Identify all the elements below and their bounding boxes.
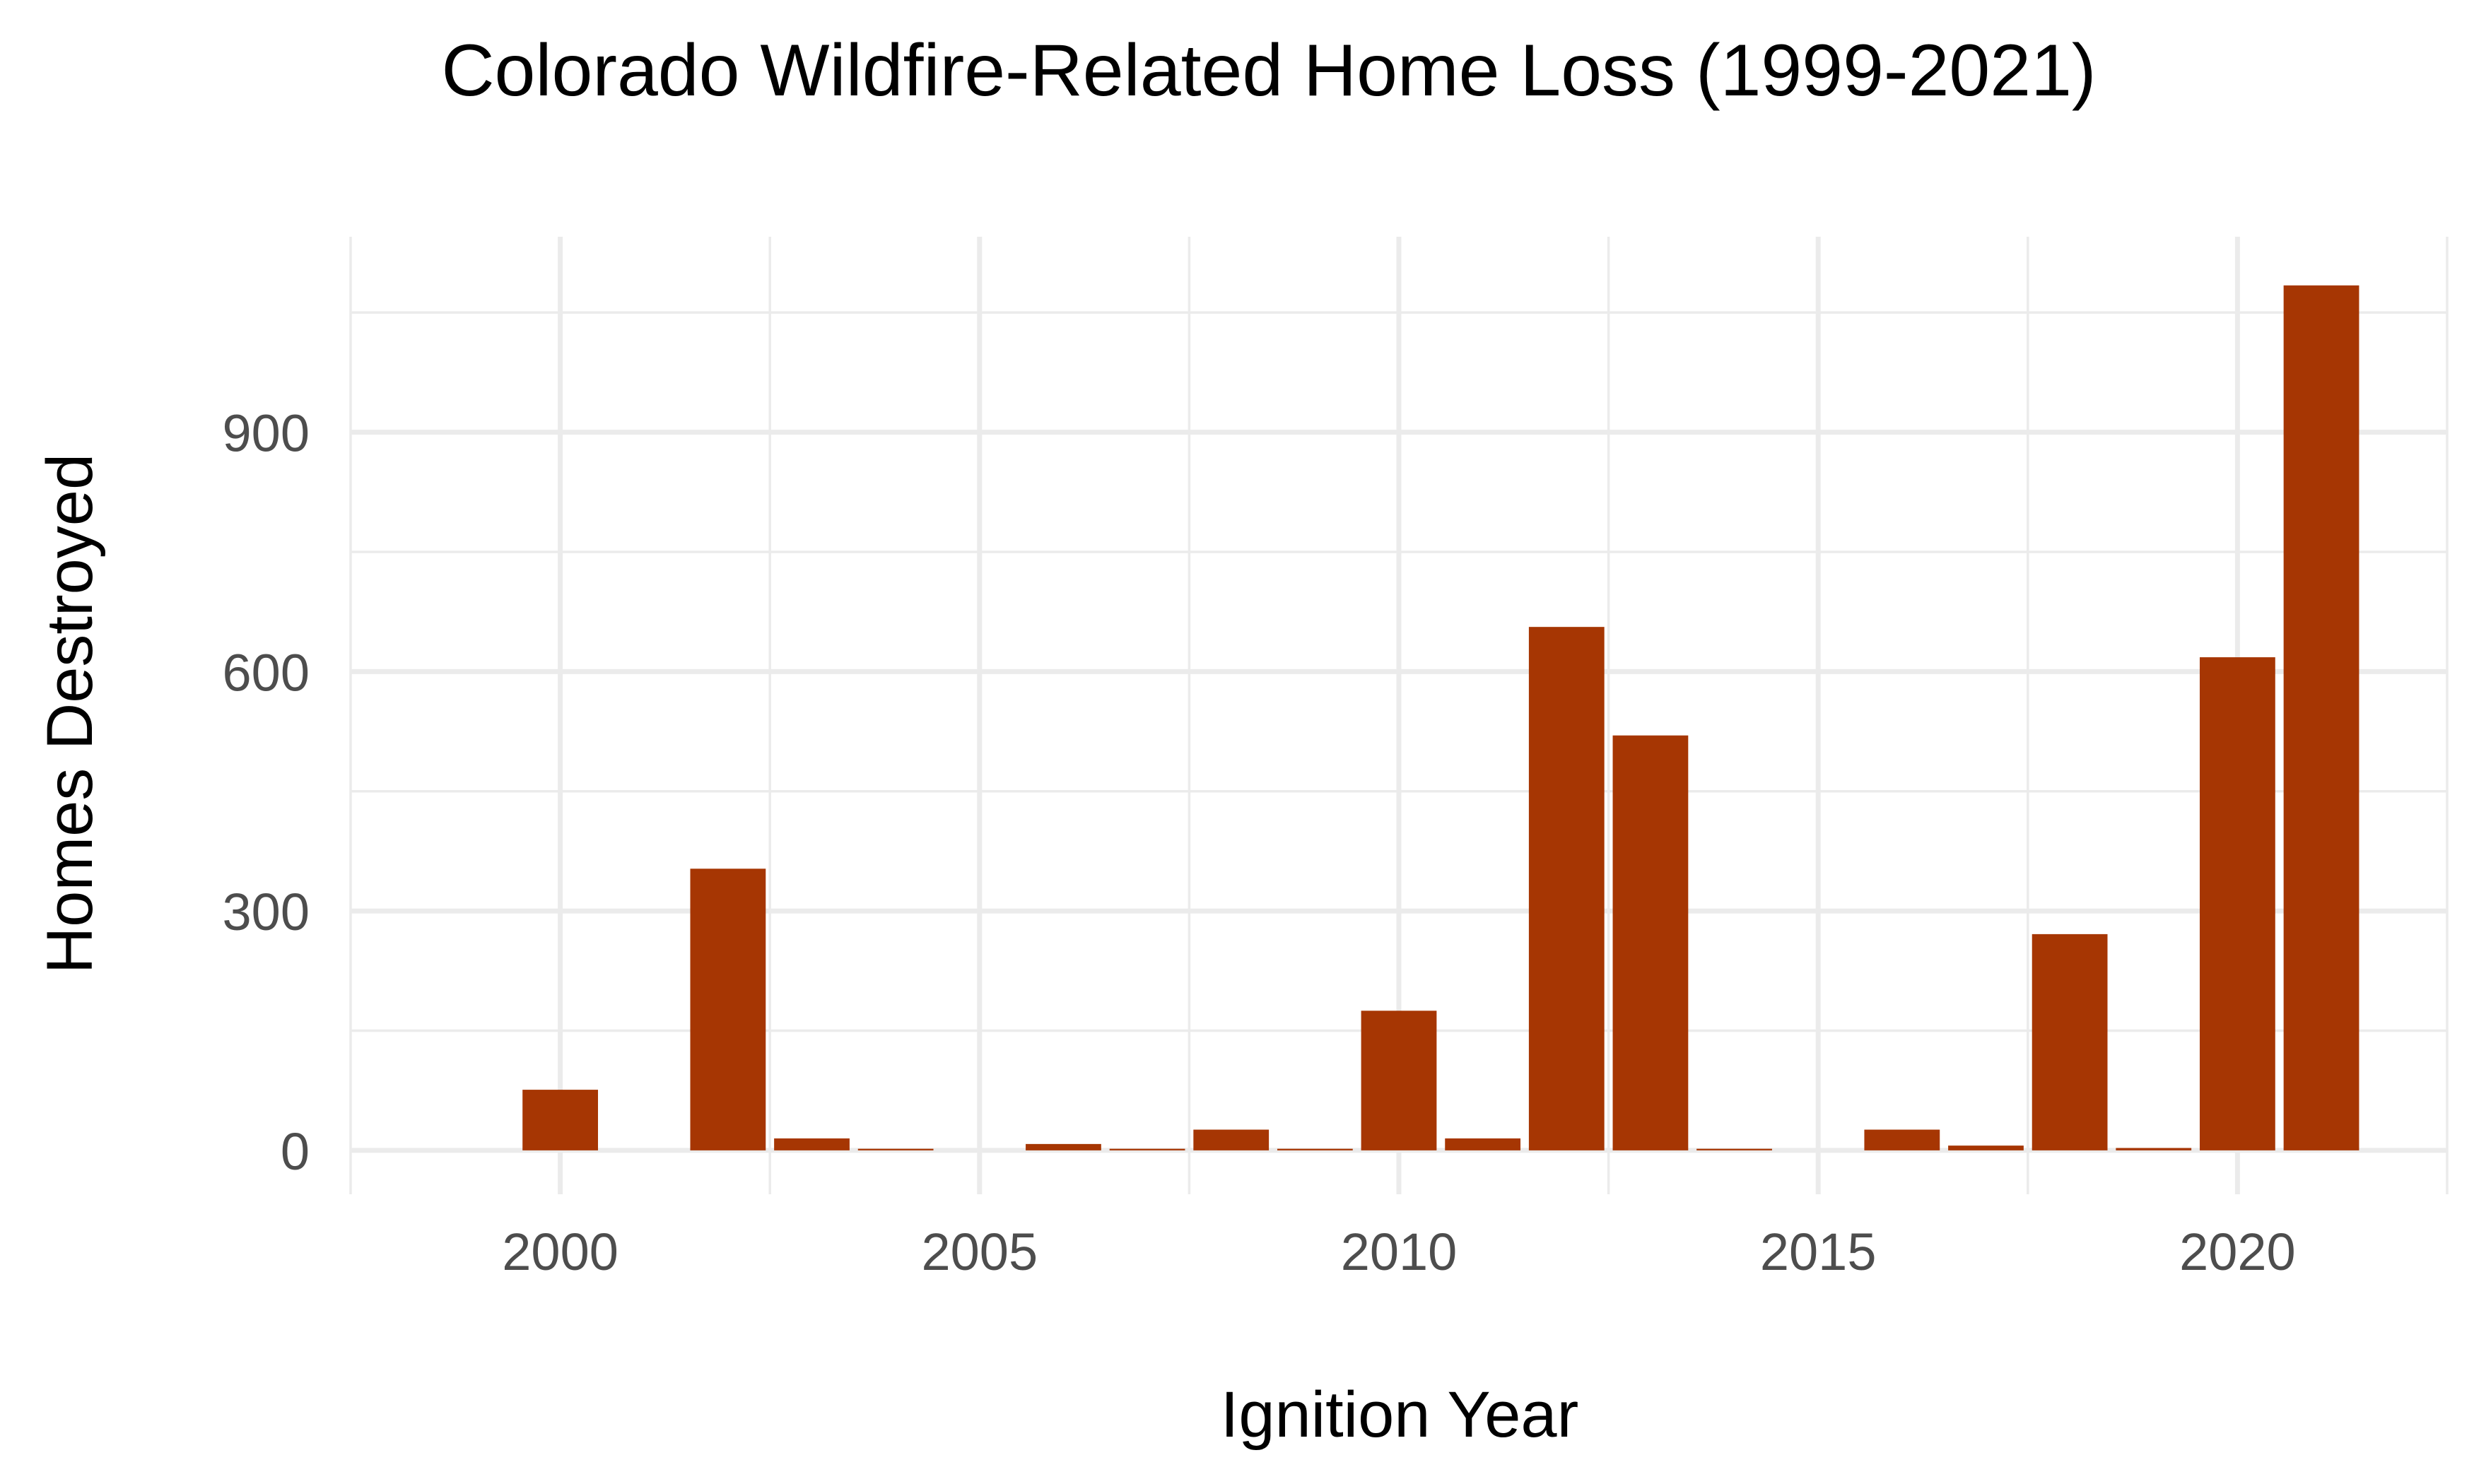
bar-2012 [1528, 627, 1605, 1150]
bar-2011 [1445, 1138, 1521, 1150]
bar-2002 [690, 868, 766, 1150]
bar-2016 [1864, 1129, 1940, 1150]
bar-2017 [1948, 1146, 2024, 1150]
x-axis-ticks: 2000 2005 2010 2015 2020 [502, 1223, 2295, 1281]
bar-2021 [2283, 285, 2359, 1150]
x-tick-label: 2010 [1341, 1223, 1458, 1281]
bars [522, 285, 2359, 1150]
bar-2018 [2032, 934, 2108, 1150]
y-tick-label: 300 [223, 883, 310, 941]
bar-2006 [1026, 1143, 1101, 1150]
bar-2000 [522, 1090, 598, 1150]
y-tick-label: 900 [223, 404, 310, 463]
bar-2008 [1193, 1129, 1270, 1150]
bar-2007 [1109, 1148, 1185, 1150]
y-tick-label: 0 [281, 1122, 310, 1181]
y-axis-ticks: 0 300 600 900 [223, 404, 310, 1181]
bar-2014 [1696, 1148, 1772, 1150]
x-tick-label: 2015 [1760, 1223, 1877, 1281]
bar-2003 [774, 1138, 850, 1150]
y-axis-title: Homes Destroyed [34, 454, 106, 974]
bar-2013 [1612, 735, 1689, 1150]
bar-2009 [1277, 1148, 1353, 1150]
x-tick-label: 2005 [921, 1223, 1038, 1281]
bar-2004 [857, 1148, 934, 1150]
chart-title: Colorado Wildfire-Related Home Loss (199… [441, 30, 2096, 112]
gridlines [349, 237, 2449, 1194]
x-tick-label: 2000 [502, 1223, 618, 1281]
bar-2019 [2116, 1148, 2192, 1150]
x-axis-title: Ignition Year [1221, 1379, 1578, 1451]
bar-2010 [1361, 1011, 1437, 1150]
x-tick-label: 2020 [2179, 1223, 2296, 1281]
bar-2020 [2200, 657, 2275, 1150]
y-tick-label: 600 [223, 643, 310, 702]
